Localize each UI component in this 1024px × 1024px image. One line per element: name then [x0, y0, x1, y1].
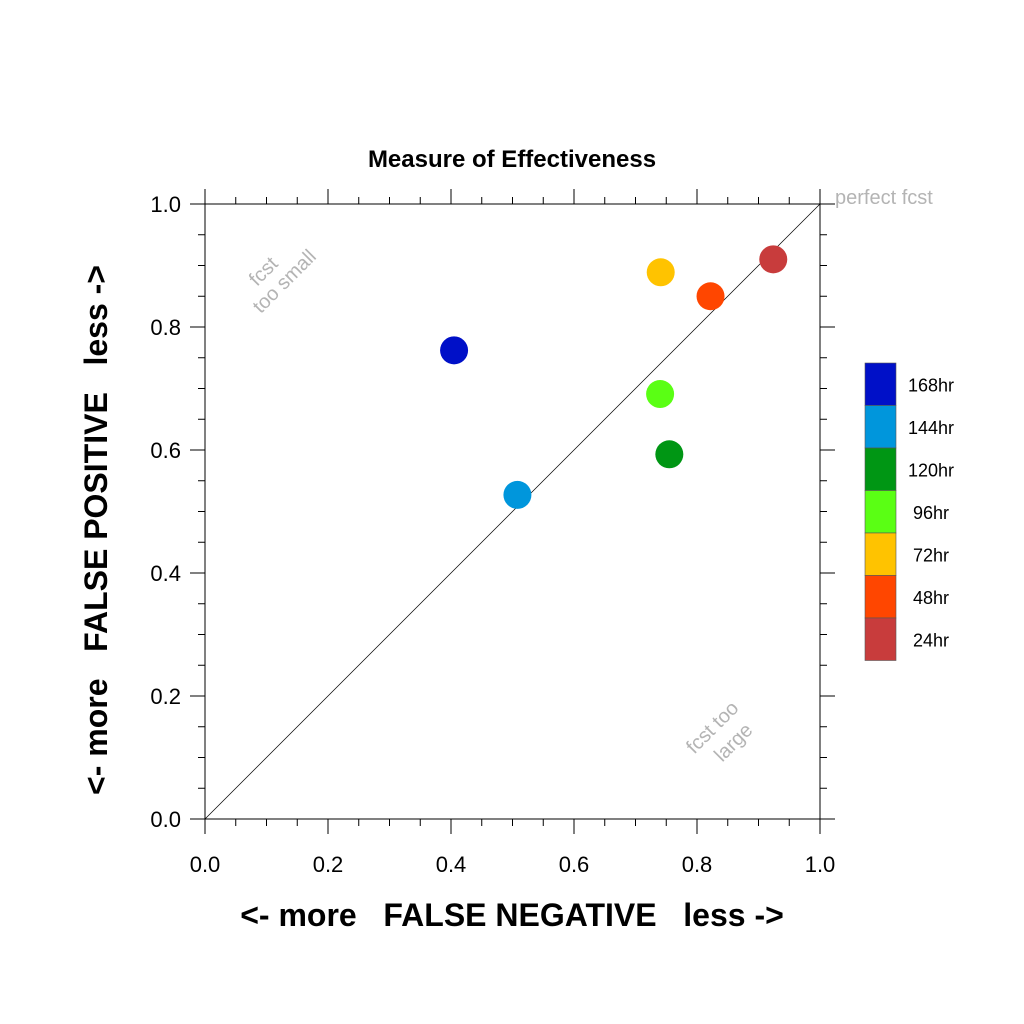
x-axis-title: <- more FALSE NEGATIVE less -> [240, 897, 784, 933]
y-tick-label: 0.0 [150, 807, 181, 832]
y-tick-label: 0.4 [150, 561, 181, 586]
y-tick-label: 0.2 [150, 684, 181, 709]
legend-swatch-24hr [864, 617, 897, 661]
data-point-96hr [646, 380, 675, 409]
legend-label-168hr: 168hr [908, 375, 954, 395]
legend: 168hr 144hr 120hr 96hr 72hr 48hr 24hr [864, 362, 954, 661]
legend-label-96hr: 96hr [913, 503, 949, 523]
y-tick-label: 0.8 [150, 315, 181, 340]
legend-label-120hr: 120hr [908, 460, 954, 480]
data-points [440, 245, 788, 509]
legend-label-144hr: 144hr [908, 418, 954, 438]
annotation-perfect-fcst: perfect fcst [835, 187, 933, 209]
legend-swatch-144hr [864, 405, 897, 449]
legend-swatch-72hr [864, 532, 897, 576]
legend-label-48hr: 48hr [913, 588, 949, 608]
chart-title: Measure of Effectiveness [368, 146, 656, 173]
legend-label-72hr: 72hr [913, 545, 949, 565]
x-tick-label: 0.2 [313, 852, 344, 877]
x-tick-label: 0.4 [436, 852, 467, 877]
annotations: perfect fcst fcst too small fcst too lar… [245, 187, 933, 766]
legend-swatch-120hr [864, 447, 897, 491]
x-tick-label: 1.0 [805, 852, 836, 877]
legend-swatch-168hr [864, 362, 897, 406]
data-point-24hr [759, 245, 788, 274]
data-point-168hr [440, 336, 469, 365]
x-tick-label: 0.8 [682, 852, 713, 877]
data-point-72hr [646, 258, 675, 287]
data-point-48hr [696, 282, 725, 311]
y-tick-label: 1.0 [150, 192, 181, 217]
legend-label-24hr: 24hr [913, 630, 949, 650]
data-point-120hr [655, 440, 684, 469]
x-tick-label: 0.0 [190, 852, 221, 877]
x-tick-label: 0.6 [559, 852, 590, 877]
legend-swatch-96hr [864, 490, 897, 534]
data-point-144hr [503, 480, 532, 509]
y-axis-title: <- more FALSE POSITIVE less -> [78, 265, 114, 795]
axis-ticks: 0.0 0.2 0.4 0.6 0.8 1.0 0.0 0.2 0.4 0.6 0.8 1.0 [150, 189, 835, 877]
y-tick-label: 0.6 [150, 438, 181, 463]
legend-swatch-48hr [864, 575, 897, 619]
